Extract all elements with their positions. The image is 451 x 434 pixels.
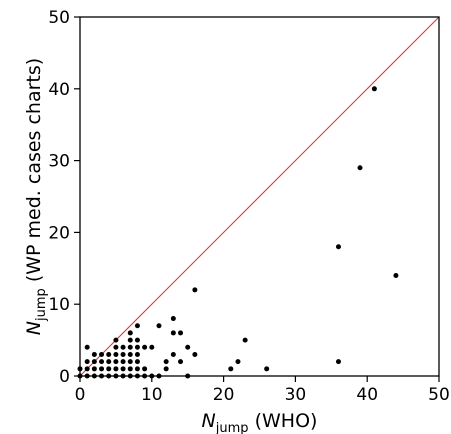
x-tick-label: 40 — [356, 385, 378, 405]
data-point — [178, 330, 184, 336]
data-point — [228, 366, 234, 372]
data-point — [106, 351, 112, 357]
data-point — [127, 359, 133, 365]
data-point — [127, 366, 133, 372]
data-point — [134, 344, 140, 350]
data-point — [84, 359, 90, 365]
data-point — [127, 330, 133, 336]
data-point — [134, 366, 140, 372]
data-point — [84, 366, 90, 372]
data-point — [185, 344, 191, 350]
x-axis-label: Njump (WHO) — [202, 410, 318, 434]
data-point — [163, 366, 169, 372]
plot-frame — [79, 16, 440, 377]
data-point — [99, 359, 105, 365]
data-point — [127, 337, 133, 343]
data-point — [142, 344, 148, 350]
data-point — [99, 351, 105, 357]
data-point — [120, 359, 126, 365]
data-point — [99, 366, 105, 372]
y-axis-label: Njump (WP med. cases charts) — [23, 58, 49, 335]
data-point — [149, 344, 155, 350]
data-point — [113, 344, 119, 350]
data-point — [170, 351, 176, 357]
x-tick-label: 30 — [285, 385, 307, 405]
data-point — [371, 86, 377, 92]
data-point — [127, 351, 133, 357]
data-point — [134, 359, 140, 365]
data-point — [91, 351, 97, 357]
y-tick-label: 40 — [48, 80, 70, 100]
data-point — [393, 272, 399, 278]
data-point — [106, 359, 112, 365]
data-point — [113, 359, 119, 365]
data-point — [142, 366, 148, 372]
y-tick-label: 20 — [48, 223, 70, 243]
data-point — [120, 344, 126, 350]
data-point — [264, 366, 270, 372]
identity-line — [80, 17, 439, 376]
data-point — [192, 351, 198, 357]
data-point — [178, 359, 184, 365]
data-point — [91, 366, 97, 372]
data-point — [192, 287, 198, 293]
data-points — [77, 86, 399, 379]
data-point — [91, 359, 97, 365]
data-point — [106, 366, 112, 372]
data-point — [242, 337, 248, 343]
data-point — [113, 366, 119, 372]
x-tick-label: 20 — [213, 385, 235, 405]
data-point — [156, 323, 162, 329]
data-point — [113, 337, 119, 343]
data-point — [170, 330, 176, 336]
x-axis: 0 10 20 30 40 50 — [75, 376, 450, 405]
data-point — [134, 351, 140, 357]
x-tick-label: 0 — [75, 385, 86, 405]
data-point — [163, 359, 169, 365]
data-point — [170, 316, 176, 322]
data-point — [134, 337, 140, 343]
data-point — [113, 351, 119, 357]
data-point — [127, 344, 133, 350]
y-axis: 0 10 20 30 40 50 — [48, 8, 80, 387]
data-point — [120, 366, 126, 372]
data-point — [235, 359, 241, 365]
data-point — [120, 351, 126, 357]
y-tick-label: 50 — [48, 8, 70, 28]
data-point — [335, 359, 341, 365]
x-tick-label: 10 — [141, 385, 163, 405]
data-point — [357, 165, 363, 171]
data-point — [84, 344, 90, 350]
y-tick-label: 10 — [48, 295, 70, 315]
x-tick-label: 50 — [428, 385, 450, 405]
data-point — [134, 323, 140, 329]
y-tick-label: 0 — [59, 367, 70, 387]
data-point — [335, 244, 341, 250]
y-tick-label: 30 — [48, 152, 70, 172]
